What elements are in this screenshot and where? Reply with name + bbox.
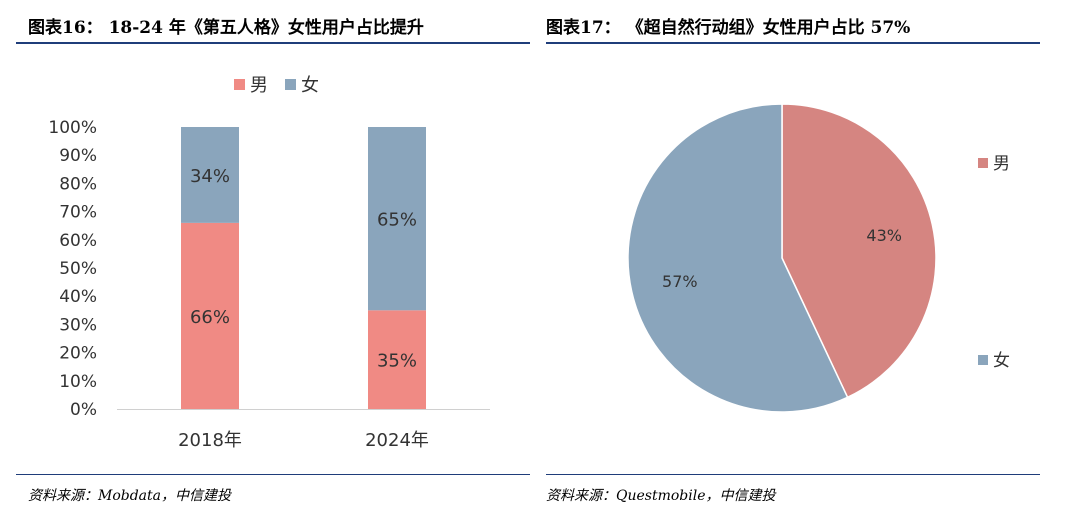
bar-data-label: 34% (190, 166, 230, 187)
bar-data-label: 65% (377, 210, 417, 231)
y-tick-label: 100% (48, 118, 97, 138)
legend-swatch (234, 79, 245, 90)
right-figure-title: 图表17： 《超自然行动组》女性用户占比 57% (546, 18, 911, 38)
bar-segment (181, 127, 239, 223)
y-tick-label: 50% (59, 259, 97, 279)
right-title-rule (546, 42, 1040, 44)
legend-label: 女 (301, 75, 319, 96)
legend-swatch (978, 355, 988, 365)
x-tick-label: 2024年 (365, 430, 429, 451)
legend-label: 女 (993, 351, 1010, 371)
pie-slice (627, 103, 849, 413)
bar-segment (368, 310, 426, 409)
y-tick-label: 30% (59, 315, 97, 335)
bar-segment (368, 127, 426, 311)
stacked-bar-chart: 0% 10% 20% 30% 40% 50% 60% 70% 80% 90% 100% 66% 34% 2… (48, 75, 490, 451)
y-tick-label: 70% (59, 203, 97, 223)
left-title-rule (16, 42, 530, 44)
y-tick-label: 20% (59, 344, 97, 364)
legend-swatch (285, 79, 296, 90)
bar-data-label: 35% (377, 351, 417, 372)
left-panel: 图表16： 18-24 年《第五人格》女性用户占比提升 0% 10% 20% 30% 4… (0, 0, 530, 515)
y-tick-label: 60% (59, 231, 97, 251)
left-figure-title: 图表16： 18-24 年《第五人格》女性用户占比提升 (28, 18, 424, 38)
legend-label: 男 (250, 75, 268, 96)
pie-chart: 43% 57% 男女 (627, 103, 1010, 413)
bar-segment (181, 222, 239, 409)
y-tick-label: 0% (70, 400, 97, 420)
right-panel: 图表17： 《超自然行动组》女性用户占比 57% 43% 57% 男女 资料来源：Q… (546, 0, 1080, 515)
left-source-note: 资料来源：Mobdata，中信建投 (28, 488, 232, 504)
y-tick-label: 10% (59, 372, 97, 392)
y-tick-label: 80% (59, 174, 97, 194)
right-source-note: 资料来源：Questmobile，中信建投 (546, 488, 776, 504)
right-source-rule (546, 474, 1040, 475)
y-tick-label: 40% (59, 287, 97, 307)
pie-slice (781, 103, 937, 399)
bar-data-label: 66% (190, 307, 230, 328)
legend-label: 男 (993, 154, 1010, 174)
left-source-rule (16, 474, 530, 475)
pie-data-label: 43% (866, 226, 902, 245)
pie-data-label: 57% (662, 272, 698, 291)
legend-swatch (978, 158, 988, 168)
y-tick-label: 90% (59, 146, 97, 166)
x-tick-label: 2018年 (178, 430, 242, 451)
